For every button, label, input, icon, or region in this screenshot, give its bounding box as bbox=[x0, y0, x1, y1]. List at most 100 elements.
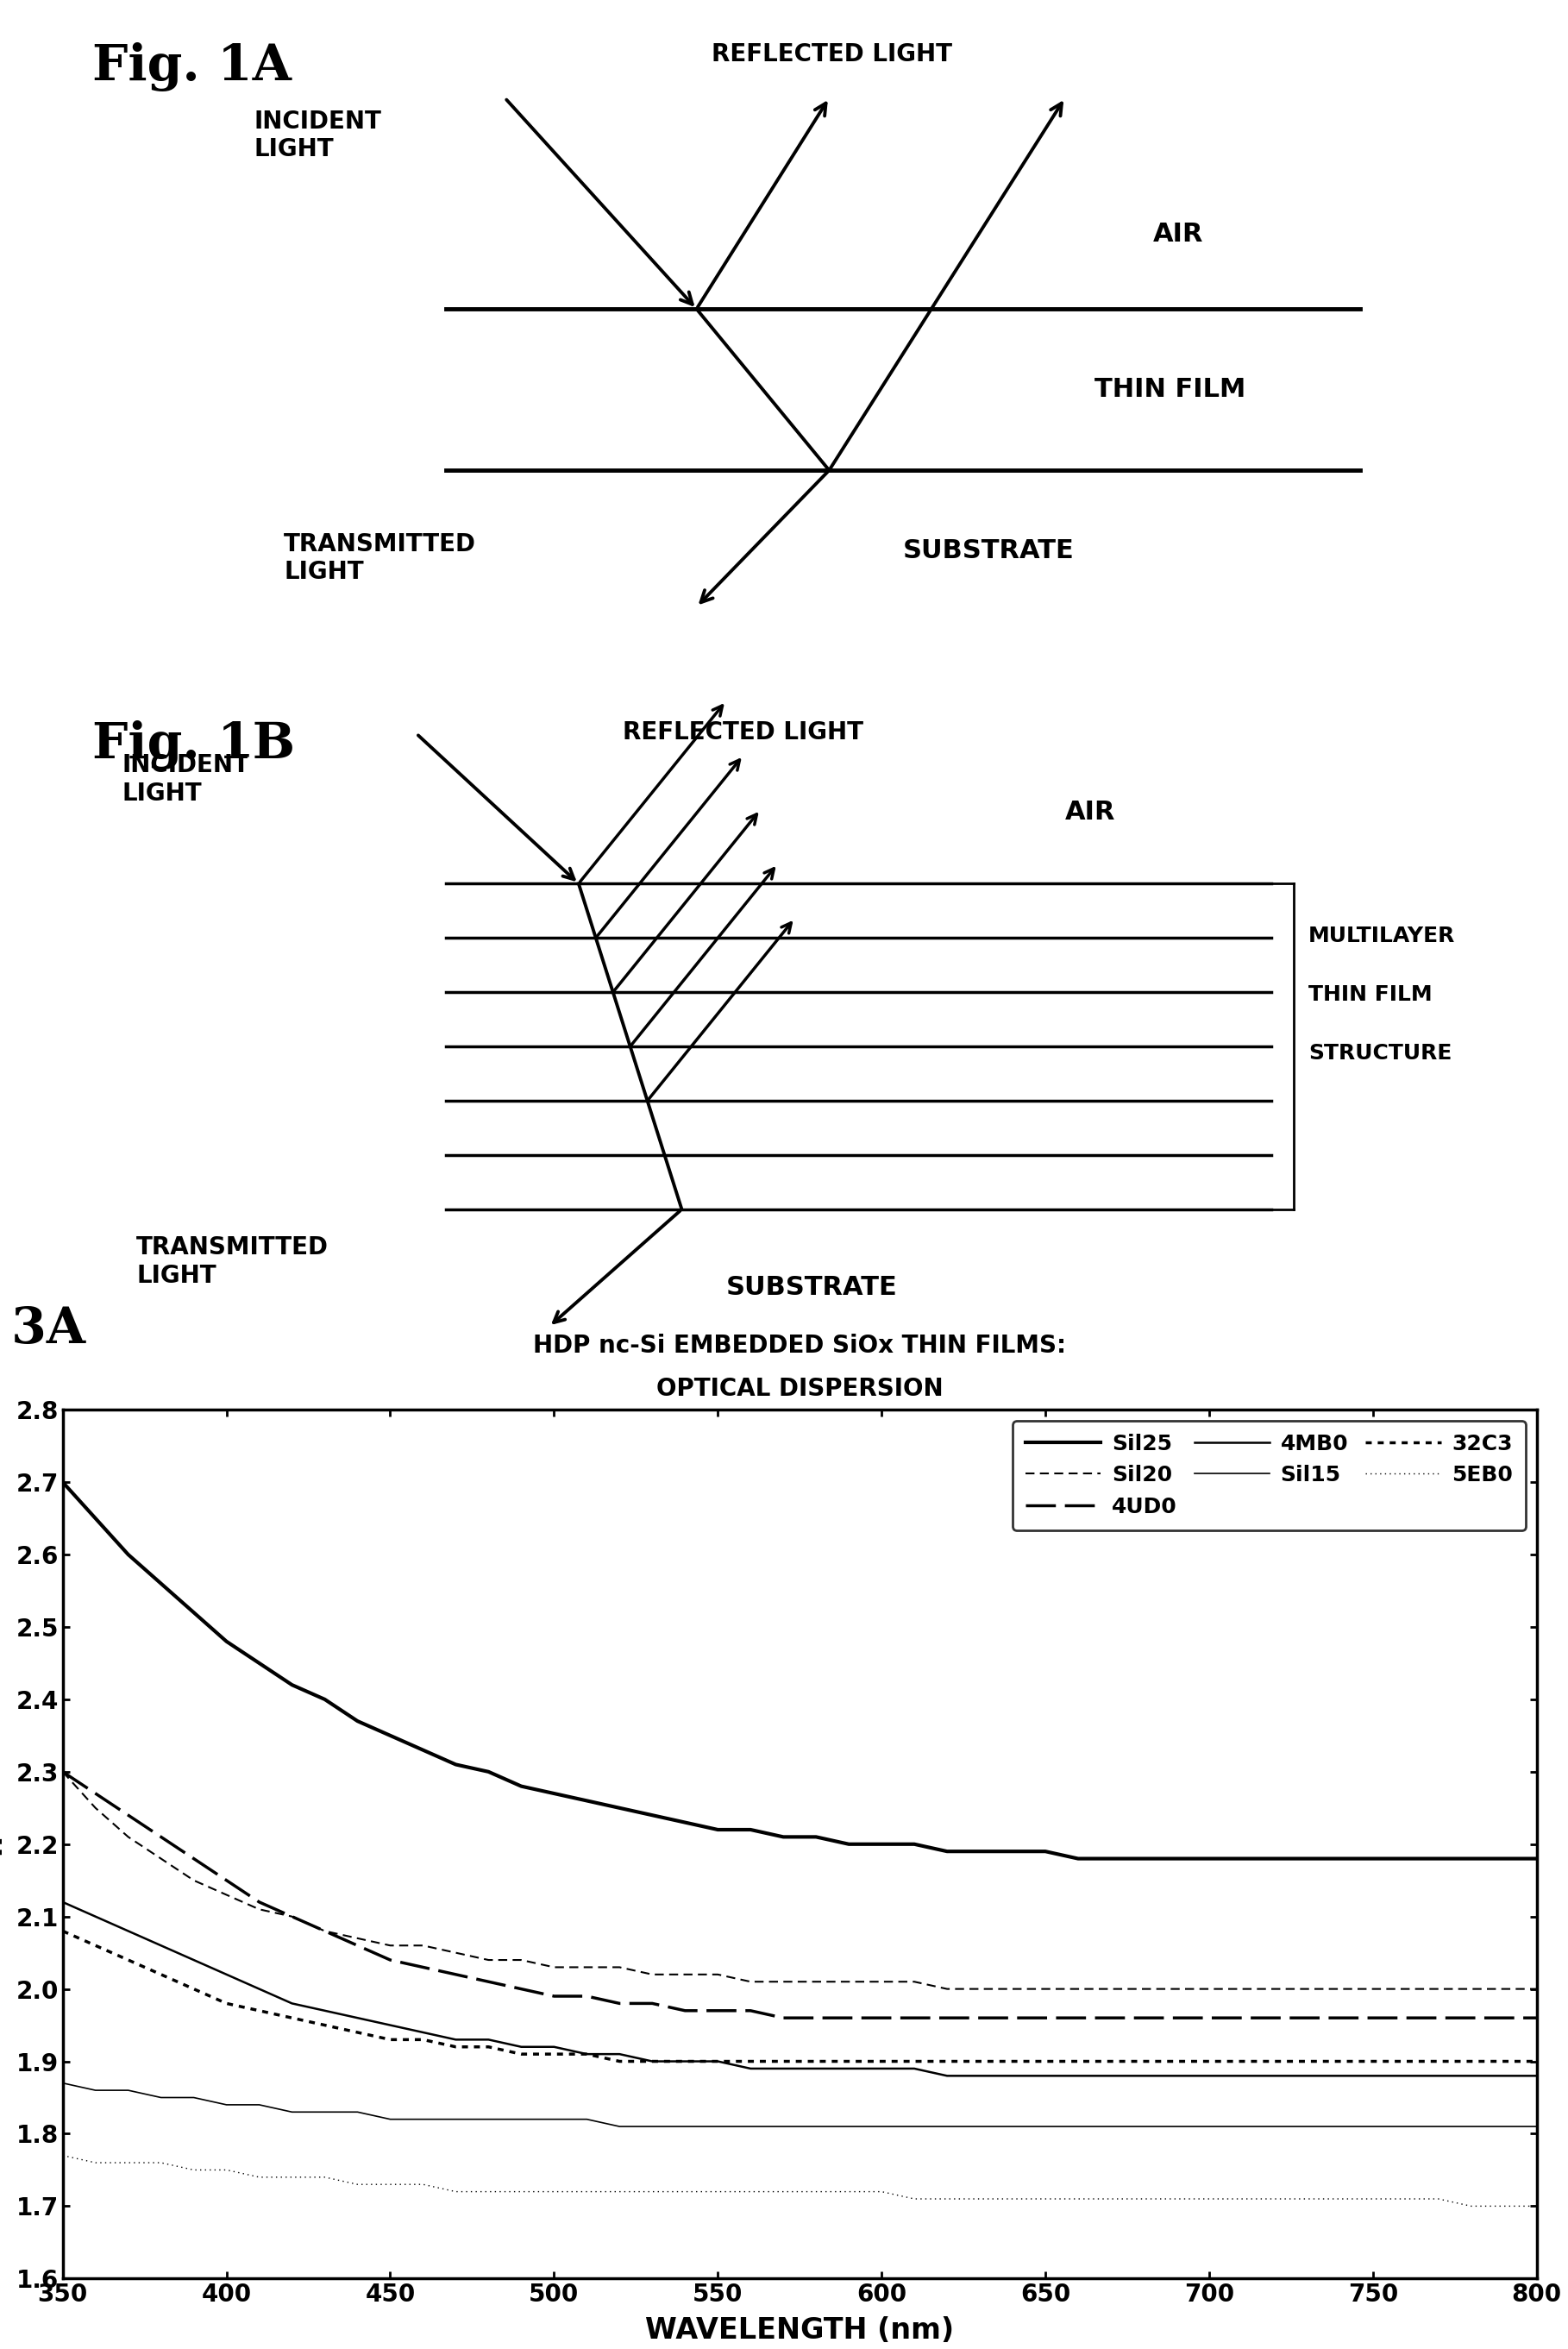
Sil25 bbox=[1265, 1844, 1284, 1872]
Sil25 bbox=[315, 1684, 334, 1712]
Text: SUBSTRATE: SUBSTRATE bbox=[903, 538, 1074, 564]
Sil20 bbox=[1265, 1976, 1284, 2004]
Sil20 bbox=[86, 1795, 105, 1823]
Sil15 bbox=[86, 2077, 105, 2105]
4UD0 bbox=[839, 2004, 858, 2032]
Sil15 bbox=[1265, 2112, 1284, 2140]
4UD0 bbox=[1036, 2004, 1055, 2032]
Sil25 bbox=[53, 1468, 72, 1496]
Sil25 bbox=[806, 1823, 825, 1851]
Sil20 bbox=[1134, 1976, 1152, 2004]
4MB0 bbox=[1232, 2062, 1251, 2091]
4UD0 bbox=[1167, 2004, 1185, 2032]
Text: STRUCTURE: STRUCTURE bbox=[1308, 1043, 1452, 1064]
Sil20 bbox=[643, 1961, 662, 1990]
4UD0 bbox=[544, 1983, 563, 2011]
Sil25 bbox=[971, 1837, 989, 1865]
5EB0 bbox=[447, 2178, 466, 2206]
32C3 bbox=[1428, 2048, 1447, 2077]
5EB0 bbox=[905, 2185, 924, 2213]
Text: AIR: AIR bbox=[1154, 221, 1204, 247]
32C3 bbox=[1461, 2048, 1480, 2077]
Text: MULTILAYER: MULTILAYER bbox=[1308, 926, 1455, 947]
Sil20 bbox=[839, 1968, 858, 1997]
Sil25 bbox=[348, 1708, 367, 1736]
X-axis label: WAVELENGTH (nm): WAVELENGTH (nm) bbox=[646, 2316, 953, 2344]
4MB0 bbox=[709, 2048, 728, 2077]
4UD0 bbox=[216, 1865, 235, 1893]
Sil25 bbox=[1461, 1844, 1480, 1872]
32C3 bbox=[511, 2039, 530, 2067]
Sil15 bbox=[742, 2112, 760, 2140]
Text: TRANSMITTED
LIGHT: TRANSMITTED LIGHT bbox=[284, 533, 477, 585]
4UD0 bbox=[938, 2004, 956, 2032]
Sil15 bbox=[544, 2105, 563, 2133]
Text: SUBSTRATE: SUBSTRATE bbox=[726, 1276, 897, 1299]
4UD0 bbox=[1527, 2004, 1546, 2032]
4MB0 bbox=[447, 2025, 466, 2053]
Sil15 bbox=[480, 2105, 499, 2133]
Sil20 bbox=[119, 1823, 138, 1851]
Sil15 bbox=[53, 2069, 72, 2098]
Sil15 bbox=[511, 2105, 530, 2133]
Sil20 bbox=[1298, 1976, 1317, 2004]
Sil15 bbox=[839, 2112, 858, 2140]
5EB0 bbox=[381, 2170, 400, 2199]
Sil20 bbox=[1331, 1976, 1350, 2004]
Sil20 bbox=[1494, 1976, 1513, 2004]
32C3 bbox=[315, 2011, 334, 2039]
4MB0 bbox=[1428, 2062, 1447, 2091]
Sil15 bbox=[709, 2112, 728, 2140]
4UD0 bbox=[480, 1968, 499, 1997]
4MB0 bbox=[742, 2055, 760, 2084]
4MB0 bbox=[1527, 2062, 1546, 2091]
Sil20 bbox=[905, 1968, 924, 1997]
Sil15 bbox=[447, 2105, 466, 2133]
32C3 bbox=[414, 2025, 433, 2053]
5EB0 bbox=[86, 2149, 105, 2178]
5EB0 bbox=[1364, 2185, 1383, 2213]
Sil20 bbox=[1004, 1976, 1022, 2004]
32C3 bbox=[447, 2032, 466, 2060]
5EB0 bbox=[839, 2178, 858, 2206]
Sil15 bbox=[1428, 2112, 1447, 2140]
5EB0 bbox=[1232, 2185, 1251, 2213]
Line: 5EB0: 5EB0 bbox=[63, 2156, 1537, 2206]
5EB0 bbox=[938, 2185, 956, 2213]
32C3 bbox=[610, 2048, 629, 2077]
4MB0 bbox=[1069, 2062, 1088, 2091]
Sil25 bbox=[676, 1809, 695, 1837]
Sil25 bbox=[1298, 1844, 1317, 1872]
Text: Fig. 1A: Fig. 1A bbox=[93, 42, 292, 92]
4UD0 bbox=[447, 1961, 466, 1990]
Sil25 bbox=[249, 1649, 268, 1677]
4UD0 bbox=[1364, 2004, 1383, 2032]
4MB0 bbox=[152, 1931, 171, 1959]
5EB0 bbox=[1069, 2185, 1088, 2213]
Sil20 bbox=[1036, 1976, 1055, 2004]
Sil25 bbox=[1364, 1844, 1383, 1872]
Sil15 bbox=[1134, 2112, 1152, 2140]
5EB0 bbox=[1396, 2185, 1414, 2213]
5EB0 bbox=[610, 2178, 629, 2206]
Sil25 bbox=[1167, 1844, 1185, 1872]
5EB0 bbox=[53, 2142, 72, 2170]
32C3 bbox=[742, 2048, 760, 2077]
4UD0 bbox=[709, 1997, 728, 2025]
Sil15 bbox=[775, 2112, 793, 2140]
32C3 bbox=[676, 2048, 695, 2077]
Sil20 bbox=[1461, 1976, 1480, 2004]
4UD0 bbox=[806, 2004, 825, 2032]
5EB0 bbox=[119, 2149, 138, 2178]
Sil25 bbox=[381, 1722, 400, 1750]
5EB0 bbox=[282, 2163, 301, 2192]
Text: AIR: AIR bbox=[1065, 799, 1115, 824]
5EB0 bbox=[480, 2178, 499, 2206]
4UD0 bbox=[1134, 2004, 1152, 2032]
5EB0 bbox=[414, 2170, 433, 2199]
Text: TRANSMITTED
LIGHT: TRANSMITTED LIGHT bbox=[136, 1236, 329, 1287]
4MB0 bbox=[775, 2055, 793, 2084]
4UD0 bbox=[381, 1945, 400, 1973]
4UD0 bbox=[1428, 2004, 1447, 2032]
Sil15 bbox=[643, 2112, 662, 2140]
